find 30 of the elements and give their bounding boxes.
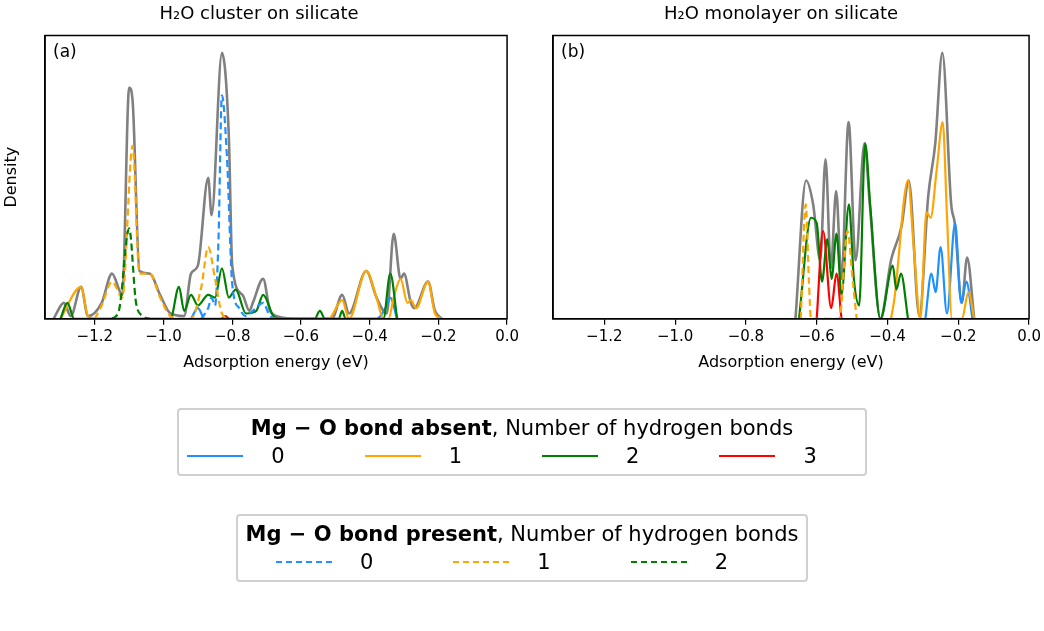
- x-tick-label: −1.2: [76, 326, 114, 345]
- chart-title: H₂O monolayer on silicate: [663, 2, 899, 24]
- x-tick-label: −0.4: [351, 326, 388, 345]
- x-tick-label: −1.2: [586, 326, 623, 345]
- x-axis-title: Adsorption energy (eV): [698, 351, 884, 371]
- y-axis-title: Density: [0, 146, 20, 208]
- x-tick-label: −0.8: [727, 326, 765, 345]
- x-tick-label: −1.0: [145, 326, 182, 345]
- legend-title: Mg − O bond present, Number of hydrogen bonds: [245, 522, 799, 546]
- chart-title: H₂O cluster on silicate: [159, 2, 359, 24]
- annotation: (a): [53, 40, 77, 61]
- legend-label: 0: [271, 444, 285, 468]
- legend-label: 2: [714, 550, 729, 574]
- x-tick-label: −0.6: [798, 326, 835, 345]
- x-tick-label: −1.0: [656, 326, 694, 345]
- annotation: (b): [561, 40, 586, 61]
- legend-title: Mg − O bond absent, Number of hydrogen bonds: [249, 416, 795, 440]
- legend-label: 1: [537, 550, 551, 574]
- legend-label: 2: [626, 444, 640, 468]
- legend-label: 1: [448, 444, 462, 468]
- legend-label: 0: [359, 550, 374, 574]
- x-tick-label: −0.6: [282, 326, 320, 345]
- x-axis-title: Adsorption energy (eV): [183, 351, 369, 371]
- x-tick-label: −0.2: [420, 326, 457, 345]
- x-tick-label: −0.8: [214, 326, 251, 345]
- legend-label: 3: [803, 444, 817, 468]
- x-tick-label: −0.4: [869, 326, 906, 345]
- x-tick-label: −0.2: [940, 326, 977, 345]
- x-tick-label: 0.0: [1017, 326, 1041, 345]
- x-tick-label: 0.0: [495, 326, 519, 345]
